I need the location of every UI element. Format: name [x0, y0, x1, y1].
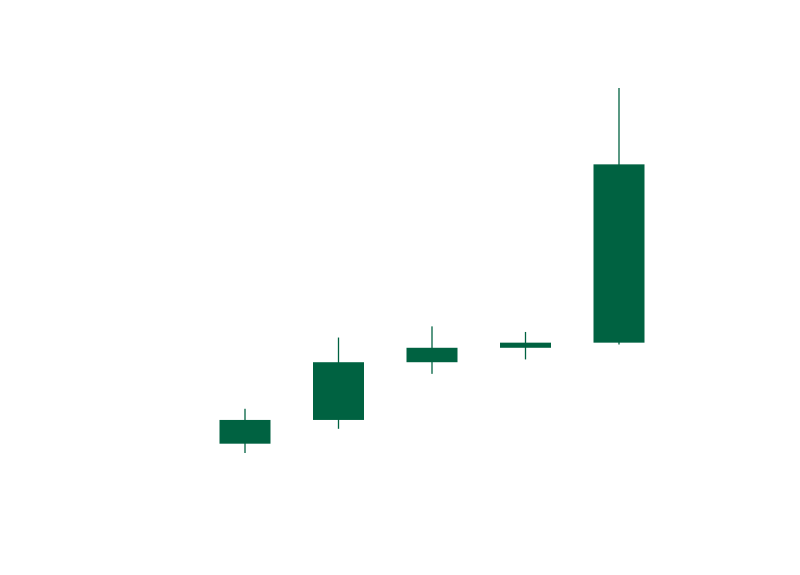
candle-body-4: [500, 342, 551, 348]
candle-body-3: [406, 347, 458, 363]
candle-body-1: [219, 419, 271, 444]
candle-body-2: [313, 362, 364, 420]
candles-group: [219, 88, 645, 453]
candle-body-5: [593, 164, 645, 343]
